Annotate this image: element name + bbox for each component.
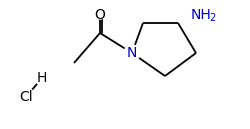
Text: O: O	[94, 8, 106, 22]
Text: Cl: Cl	[19, 90, 33, 104]
Circle shape	[124, 45, 140, 61]
Circle shape	[17, 88, 35, 106]
Text: N: N	[127, 46, 137, 60]
Text: NH: NH	[191, 8, 212, 22]
Circle shape	[35, 71, 49, 85]
Circle shape	[93, 5, 107, 19]
Text: H: H	[37, 71, 47, 85]
Circle shape	[183, 3, 207, 27]
Text: 2: 2	[209, 13, 215, 23]
